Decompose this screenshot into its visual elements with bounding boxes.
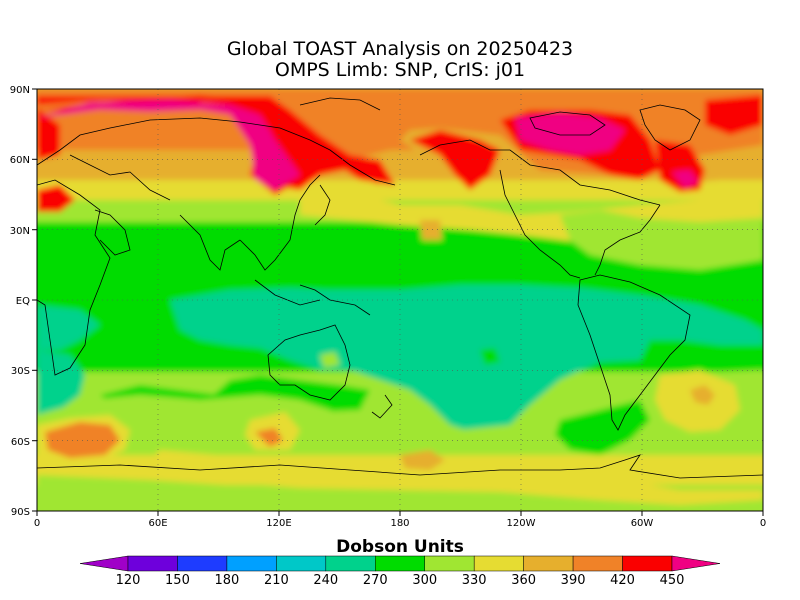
colorbar-label: 210 <box>264 573 289 588</box>
lat-label-30n: 30N <box>10 226 30 237</box>
colorbar-label: 180 <box>214 573 239 588</box>
colorbar-swatch <box>622 555 673 572</box>
colorbar-swatch <box>523 555 574 572</box>
lon-label-60e: 60E <box>148 518 167 529</box>
coastlines <box>37 97 763 479</box>
lon-label-120w: 120W <box>507 518 536 529</box>
colorbar-swatch <box>127 555 178 572</box>
colorbar-swatch <box>177 555 228 572</box>
colorbar-swatch <box>276 555 327 572</box>
lon-label-60w: 60W <box>631 518 654 529</box>
colorbar-swatch <box>375 555 425 572</box>
colorbar-label: 420 <box>610 573 635 588</box>
lat-label-eq: EQ <box>16 296 30 307</box>
colorbar-swatch <box>424 555 475 572</box>
map-title: Global TOAST Analysis on 20250423 <box>226 38 574 60</box>
colorbar-label: 390 <box>561 573 586 588</box>
colorbar-swatch <box>79 555 129 572</box>
colorbar-swatch <box>671 555 721 572</box>
colorbar-swatch <box>325 555 376 572</box>
lon-label-120e: 120E <box>266 518 291 529</box>
lon-label-0-right: 0 <box>760 518 766 529</box>
colorbar-label: 240 <box>313 573 338 588</box>
lat-label-60n: 60N <box>10 155 30 166</box>
lat-label-60s: 60S <box>11 437 30 448</box>
colorbar-label: 120 <box>116 573 141 588</box>
colorbar: 120 150 180 210 240 270 300 330 360 390 420 450 <box>79 555 721 588</box>
lat-label-90n: 90N <box>10 85 30 96</box>
colorbar-title: Dobson Units <box>336 537 464 557</box>
lon-axis-labels: 0 60E 120E 180 120W 60W 0 <box>34 518 766 529</box>
lat-label-30s: 30S <box>11 366 30 377</box>
lat-label-90s: 90S <box>11 507 30 518</box>
tick-marks <box>32 88 764 516</box>
colorbar-label: 270 <box>363 573 388 588</box>
colorbar-swatch <box>473 555 524 572</box>
colorbar-label: 150 <box>165 573 190 588</box>
colorbar-label: 450 <box>660 573 685 588</box>
graticule <box>37 89 763 511</box>
colorbar-label: 300 <box>412 573 437 588</box>
colorbar-label: 330 <box>462 573 487 588</box>
colorbar-label: 360 <box>511 573 536 588</box>
colorbar-swatch <box>572 555 623 572</box>
lon-label-0-left: 0 <box>34 518 40 529</box>
lon-label-180: 180 <box>390 518 409 529</box>
colorbar-swatch <box>226 555 277 572</box>
lat-axis-labels: 90N 60N 30N EQ 30S 60S 90S <box>10 85 30 518</box>
map-subtitle: OMPS Limb: SNP, CrIS: j01 <box>274 59 526 81</box>
